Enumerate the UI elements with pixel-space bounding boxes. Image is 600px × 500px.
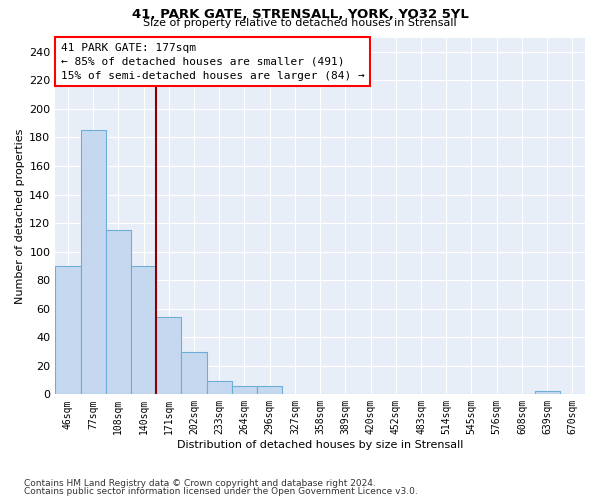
Text: Contains HM Land Registry data © Crown copyright and database right 2024.: Contains HM Land Registry data © Crown c… bbox=[24, 478, 376, 488]
Bar bbox=[80, 130, 106, 394]
Text: Contains public sector information licensed under the Open Government Licence v3: Contains public sector information licen… bbox=[24, 487, 418, 496]
Bar bbox=[206, 382, 232, 394]
Bar bbox=[232, 386, 257, 394]
Bar bbox=[257, 386, 283, 394]
Bar bbox=[181, 352, 206, 395]
Text: 41, PARK GATE, STRENSALL, YORK, YO32 5YL: 41, PARK GATE, STRENSALL, YORK, YO32 5YL bbox=[131, 8, 469, 20]
Bar bbox=[55, 266, 80, 394]
Y-axis label: Number of detached properties: Number of detached properties bbox=[15, 128, 25, 304]
Bar bbox=[535, 392, 560, 394]
Text: 41 PARK GATE: 177sqm
← 85% of detached houses are smaller (491)
15% of semi-deta: 41 PARK GATE: 177sqm ← 85% of detached h… bbox=[61, 43, 364, 81]
Bar bbox=[106, 230, 131, 394]
Bar bbox=[131, 266, 156, 394]
X-axis label: Distribution of detached houses by size in Strensall: Distribution of detached houses by size … bbox=[177, 440, 463, 450]
Text: Size of property relative to detached houses in Strensall: Size of property relative to detached ho… bbox=[143, 18, 457, 28]
Bar bbox=[156, 318, 181, 394]
